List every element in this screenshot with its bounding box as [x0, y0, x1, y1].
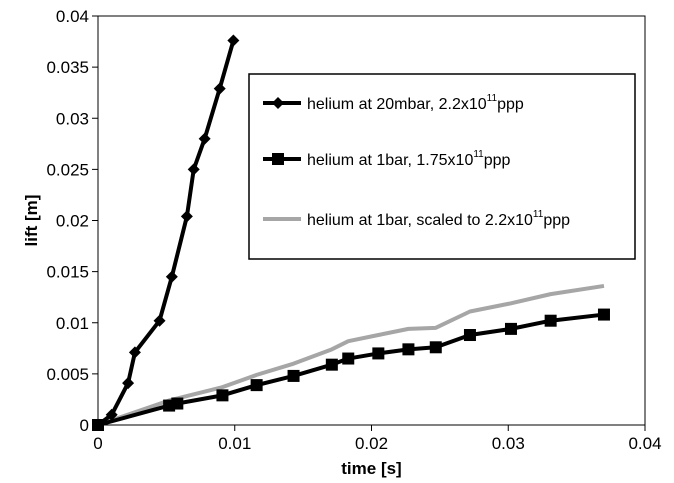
data-point [429, 341, 442, 354]
x-axis-title: time [s] [341, 459, 401, 478]
y-tick-label: 0.01 [56, 314, 89, 333]
y-tick-label: 0.035 [46, 58, 89, 77]
data-point [187, 163, 200, 176]
x-tick-label: 0.02 [355, 434, 388, 453]
data-point [287, 369, 300, 382]
y-tick-label: 0.005 [46, 365, 89, 384]
legend-box [248, 73, 636, 260]
series-layer [92, 34, 610, 431]
legend-label: helium at 1bar, scaled to 2.2x1011ppp [307, 209, 570, 229]
data-point [165, 270, 178, 283]
data-point [463, 329, 476, 342]
data-point [198, 132, 211, 145]
data-point [180, 210, 193, 223]
data-point [227, 34, 240, 47]
legend-entry: helium at 1bar, scaled to 2.2x1011ppp [263, 209, 570, 229]
legend-label: helium at 20mbar, 2.2x1011ppp [307, 93, 524, 113]
data-point [544, 314, 557, 327]
data-point [402, 343, 415, 356]
data-point [105, 408, 118, 421]
axes: 0 0.005 0.01 0.015 0.02 0.025 0.03 0.035 0.04 0 0.… [46, 7, 661, 453]
y-tick-label: 0.03 [56, 109, 89, 128]
data-point [153, 314, 166, 327]
series-2 [92, 308, 610, 431]
x-tick-label: 0.01 [218, 434, 251, 453]
legend-entry: helium at 1bar, 1.75x1011ppp [263, 149, 511, 169]
series-line [96, 39, 236, 427]
data-point [122, 377, 135, 390]
y-tick-label: 0.015 [46, 263, 89, 282]
data-point [342, 352, 355, 365]
y-axis-title: lift [m] [22, 195, 41, 247]
data-point [372, 347, 385, 360]
data-point [325, 358, 338, 371]
legend-label: helium at 1bar, 1.75x1011ppp [307, 149, 511, 169]
data-point [216, 389, 229, 402]
data-point [92, 419, 104, 431]
y-tick-label: 0 [80, 416, 89, 435]
x-tick-label: 0.04 [628, 434, 661, 453]
data-point [504, 322, 517, 335]
series-1 [92, 34, 240, 431]
x-tick-label: 0 [93, 434, 102, 453]
legend: helium at 20mbar, 2.2x1011ppp helium at 1… [248, 73, 636, 260]
x-tick-label: 0.03 [492, 434, 525, 453]
legend-entry: helium at 20mbar, 2.2x1011ppp [263, 93, 524, 113]
legend-marker [272, 97, 284, 109]
data-point [250, 379, 263, 392]
data-point [213, 82, 226, 95]
y-tick-label: 0.02 [56, 212, 89, 231]
legend-marker [272, 153, 284, 165]
data-point [128, 346, 141, 359]
series-3 [97, 283, 605, 427]
series-line [97, 283, 605, 427]
y-tick-label: 0.025 [46, 160, 89, 179]
y-tick-label: 0.04 [56, 7, 89, 26]
data-point [597, 308, 610, 321]
data-point [171, 397, 184, 410]
